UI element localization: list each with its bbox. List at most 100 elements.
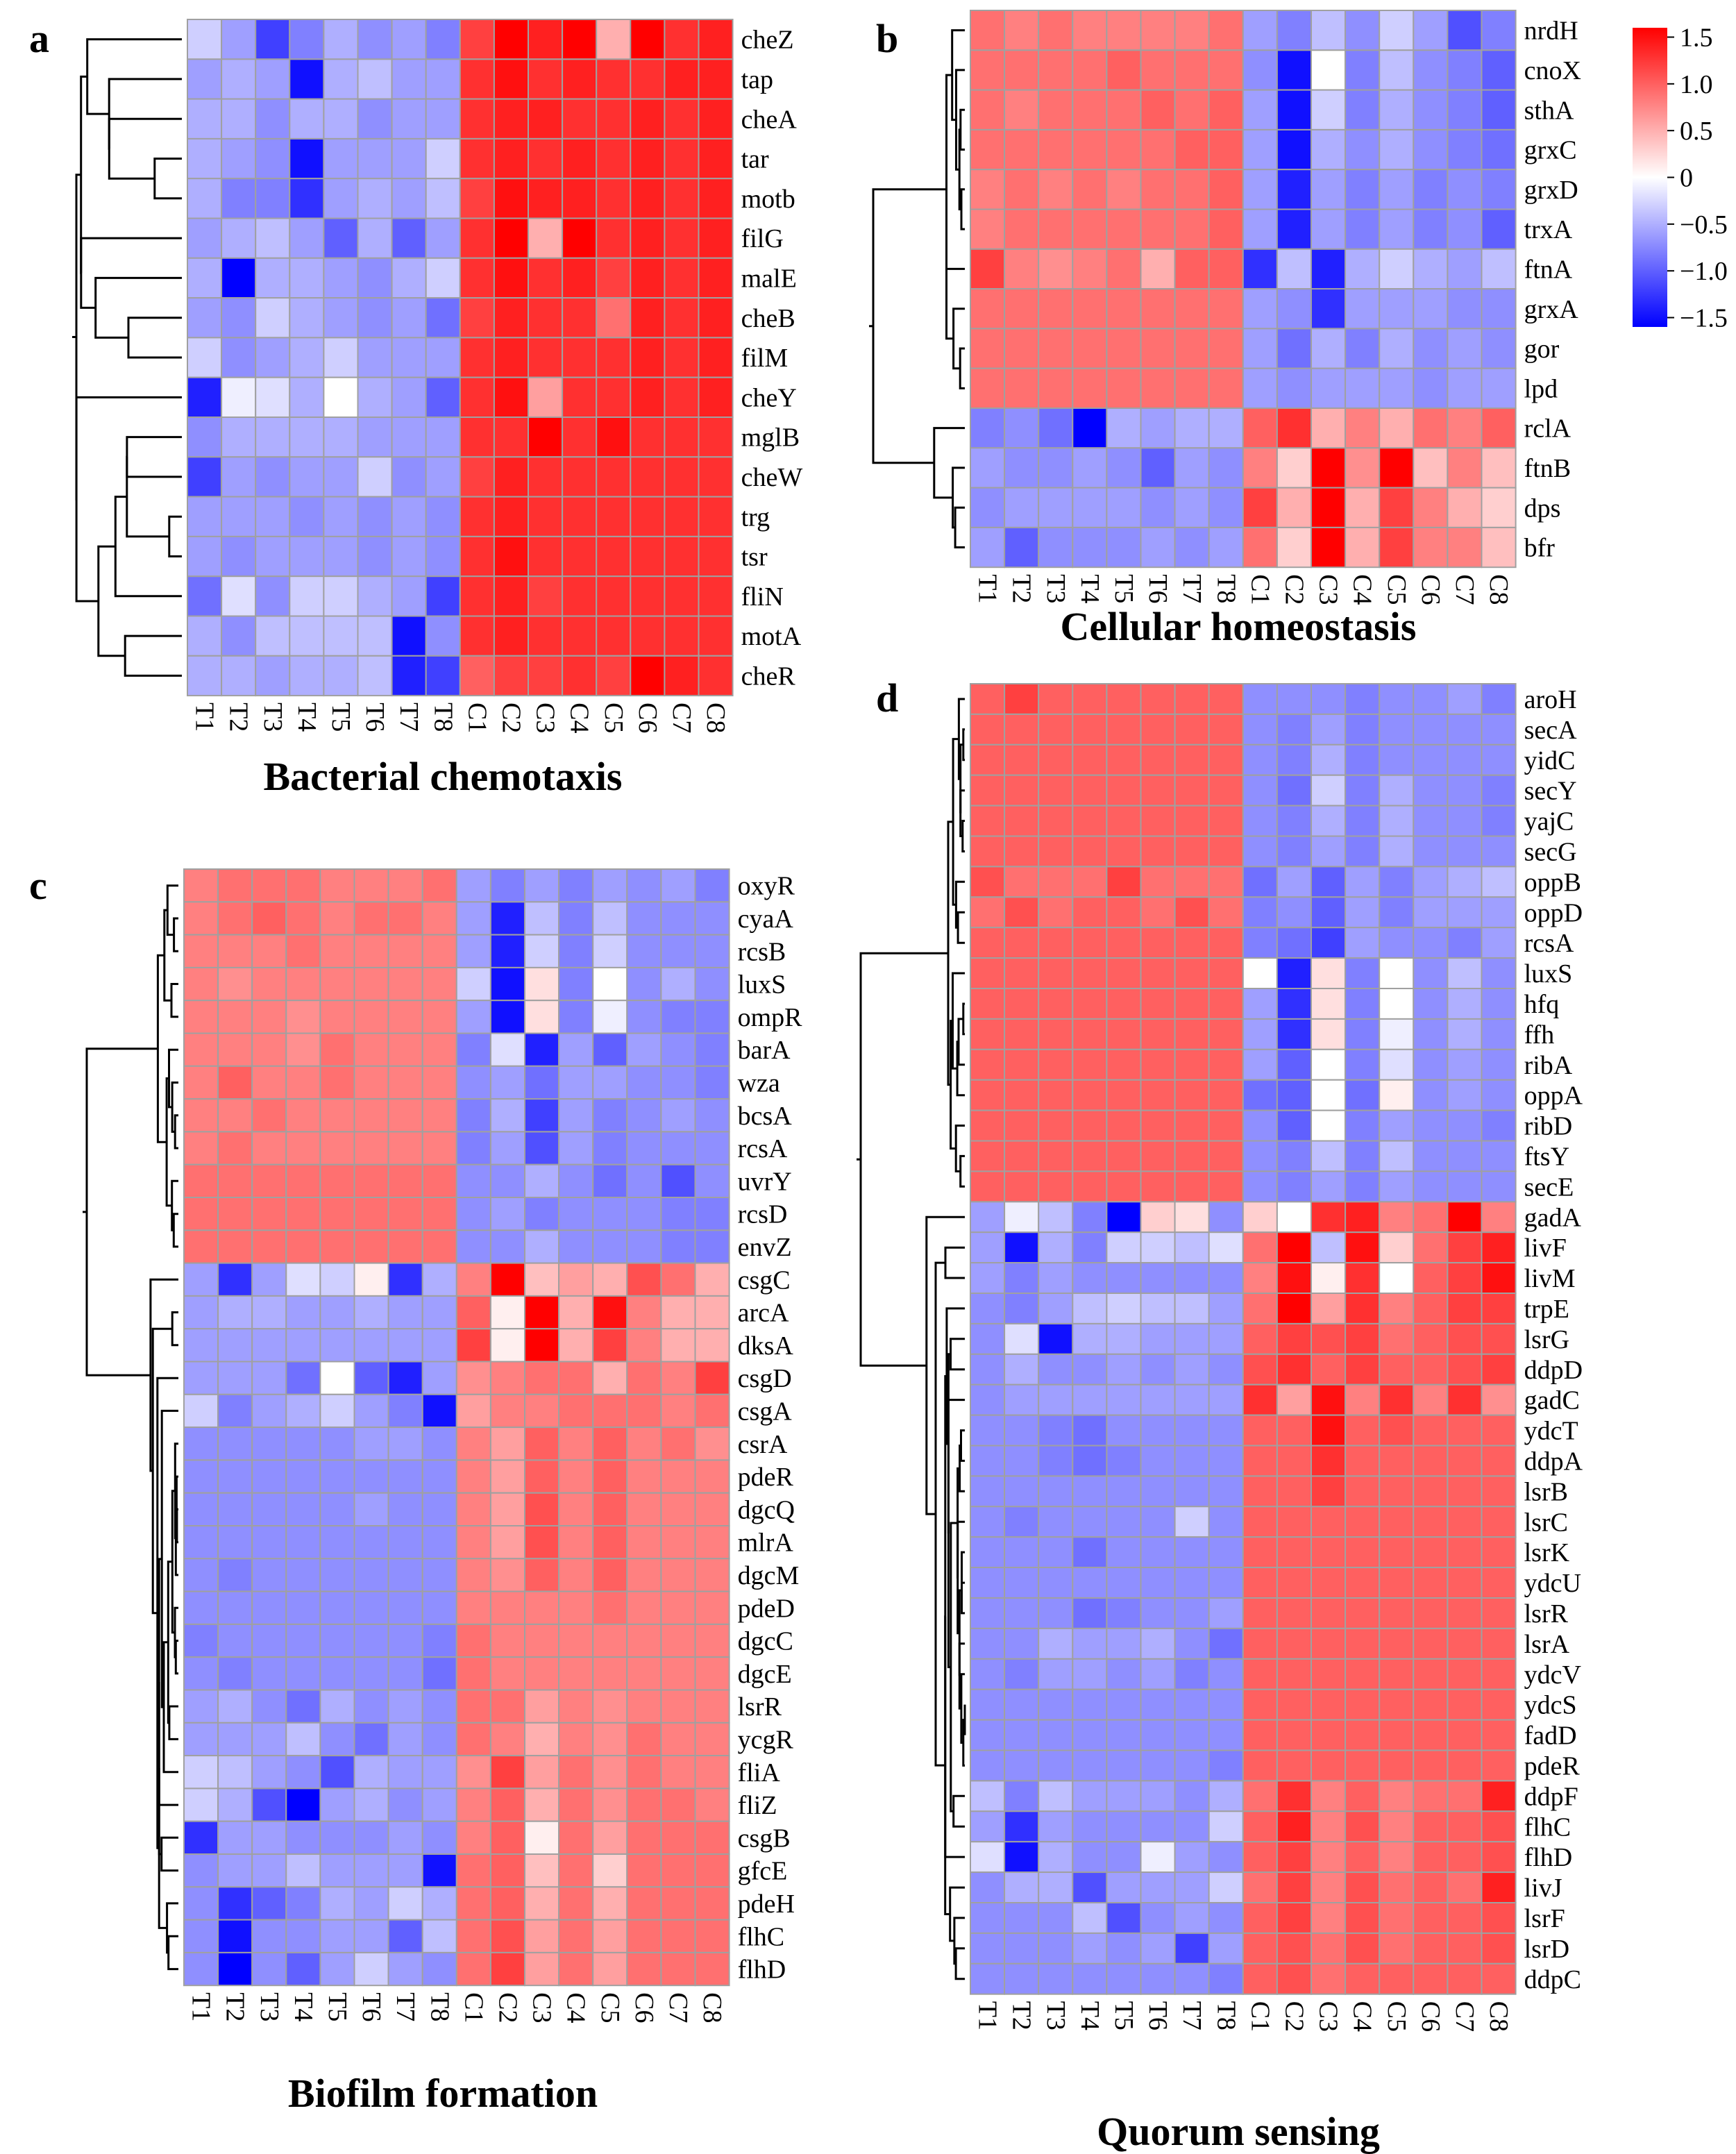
column-label-T2: T2: [221, 1992, 250, 2021]
heatmap-cell-luxS-C1: [455, 966, 491, 1002]
heatmap-cell-flhD-T4: [1072, 1841, 1108, 1874]
heatmap-cell-wza-T8: [421, 1065, 457, 1100]
heatmap-cell-luxS-T4: [285, 966, 321, 1002]
heatmap-cell-ftnB-T1: [970, 447, 1006, 489]
heatmap-cell-aroH-C4: [1345, 683, 1381, 715]
heatmap-cell-filG-C2: [493, 217, 530, 259]
heatmap-cell-rcsD-C2: [489, 1197, 526, 1231]
heatmap-cell-csgD-C4: [558, 1361, 594, 1395]
heatmap-cell-flhD-C7: [1447, 1841, 1483, 1874]
row-label-dksA: dksA: [738, 1331, 794, 1361]
heatmap-cell-cheR-C6: [630, 655, 666, 697]
heatmap-cell-ydcV-T2: [1004, 1658, 1040, 1690]
heatmap-cell-ydcU-T6: [1140, 1567, 1176, 1599]
row-label-pdeH: pdeH: [738, 1890, 795, 1919]
heatmap-cell-flhD-C2: [1276, 1841, 1313, 1874]
dendrogram-branch: [951, 29, 965, 121]
heatmap-cell-yidC-T3: [1038, 743, 1074, 776]
heatmap-cell-ftnA-T1: [970, 248, 1006, 290]
heatmap-cell-lsrR-C1: [455, 1689, 491, 1724]
heatmap-cell-cheY-T1: [187, 376, 223, 419]
heatmap-cell-oppD-C1: [1242, 896, 1278, 929]
heatmap-cell-flhC-T8: [1208, 1810, 1244, 1843]
heatmap-cell-tsr-T4: [289, 535, 325, 578]
heatmap-cell-pdeR-T7: [1174, 1749, 1210, 1782]
column-label-T3: T3: [258, 702, 287, 732]
heatmap-cell-lpd-C4: [1345, 367, 1381, 410]
heatmap-cell-cheA-T8: [425, 98, 461, 140]
heatmap-cell-ribD-C3: [1311, 1109, 1347, 1142]
heatmap-cell-aroH-T1: [970, 683, 1006, 715]
heatmap-cell-lsrA-T3: [1038, 1627, 1074, 1660]
heatmap-cell-ftnA-C2: [1276, 248, 1313, 290]
heatmap-cell-gfcE-T2: [217, 1853, 253, 1888]
column-label-C8: C8: [1484, 2001, 1513, 2032]
heatmap-cell-oxyR-T1: [183, 868, 219, 903]
heatmap-cell-rcsD-C4: [558, 1197, 594, 1231]
dendrogram-branch: [168, 1705, 178, 1740]
heatmap-cell-wza-T4: [285, 1065, 321, 1100]
row-label-nrdH: nrdH: [1524, 17, 1578, 46]
heatmap-cell-wza-C2: [489, 1065, 526, 1100]
heatmap-cell-ribA-T1: [970, 1048, 1006, 1081]
row-label-dgcQ: dgcQ: [738, 1495, 795, 1524]
heatmap-cell-trpE-T3: [1038, 1293, 1074, 1324]
heatmap-cell-ydcT-T2: [1004, 1414, 1040, 1447]
row-label-sthA: sthA: [1524, 96, 1574, 125]
heatmap-cell-secY-C7: [1447, 774, 1483, 807]
heatmap-cell-ydcT-C1: [1242, 1414, 1278, 1447]
heatmap-cell-flhD-C5: [1379, 1841, 1415, 1874]
heatmap-cell-malE-C8: [698, 257, 734, 299]
heatmap-cell-rcsB-C8: [694, 934, 730, 968]
heatmap-cell-uvrY-C2: [489, 1163, 526, 1198]
heatmap-cell-flhC-T7: [1174, 1810, 1210, 1843]
heatmap-cell-cheA-C1: [459, 98, 495, 140]
heatmap-cell-ydcU-C6: [1413, 1567, 1449, 1599]
heatmap-cell-gadA-T3: [1038, 1201, 1074, 1234]
heatmap-cell-lsrB-T8: [1208, 1475, 1244, 1508]
heatmap-cell-ydcS-C1: [1242, 1688, 1278, 1721]
row-label-gadC: gadC: [1524, 1386, 1580, 1415]
heatmap-cell-rclA-T3: [1038, 407, 1074, 449]
heatmap-cell-nrdH-C5: [1379, 10, 1415, 51]
heatmap-cell-rcsA-T3: [251, 1131, 287, 1166]
heatmap-cell-dgcC-C7: [660, 1623, 696, 1658]
heatmap-cell-motb-T1: [187, 178, 223, 219]
heatmap-cell-arcA-T1: [183, 1295, 219, 1330]
heatmap-cell-lsrD-T2: [1004, 1932, 1040, 1964]
heatmap-cell-cheR-T7: [391, 655, 427, 697]
heatmap-cell-csgB-C4: [558, 1820, 594, 1855]
heatmap-cell-ydcT-C5: [1379, 1414, 1415, 1447]
heatmap-cell-fadD-T7: [1174, 1719, 1210, 1751]
heatmap-cell-ydcV-C4: [1345, 1658, 1381, 1690]
heatmap-cell-ydcS-T7: [1174, 1688, 1210, 1721]
heatmap-cell-tsr-C3: [528, 535, 564, 578]
heatmap-cell-ribD-T6: [1140, 1109, 1176, 1142]
heatmap-cell-csgB-T2: [217, 1820, 253, 1855]
heatmap-cell-lsrB-C2: [1276, 1475, 1313, 1508]
panel-title: Biofilm formation: [288, 2071, 598, 2116]
heatmap-cell-ddpD-C7: [1447, 1353, 1483, 1386]
dendrogram-branch: [172, 1213, 178, 1248]
heatmap-cell-grxC-C4: [1345, 128, 1381, 171]
heatmap-cell-tar-C3: [528, 137, 564, 180]
heatmap-cell-dps-C5: [1379, 487, 1415, 528]
heatmap-cell-oppA-C6: [1413, 1079, 1449, 1111]
heatmap-cell-fliZ-T7: [387, 1787, 423, 1822]
heatmap-cell-secE-C2: [1276, 1170, 1313, 1203]
heatmap-cell-cheB-C6: [630, 297, 666, 339]
heatmap-cell-tar-C7: [664, 137, 700, 180]
column-label-T8: T8: [1211, 2001, 1240, 2030]
column-label-T1: T1: [187, 1992, 216, 2021]
heatmap-cell-motb-T3: [255, 178, 291, 219]
heatmap-cell-uvrY-C1: [455, 1163, 491, 1198]
dendrogram-branch: [954, 1947, 965, 1980]
heatmap-cell-ddpF-C3: [1311, 1780, 1347, 1812]
heatmap-cell-pdeH-T1: [183, 1886, 219, 1921]
heatmap-cells: [183, 868, 730, 1987]
heatmap-cell-secE-T3: [1038, 1170, 1074, 1203]
heatmap-cell-cnoX-T4: [1072, 49, 1108, 91]
heatmap-cell-livJ-C1: [1242, 1871, 1278, 1904]
heatmap-cell-sthA-T8: [1208, 89, 1244, 131]
